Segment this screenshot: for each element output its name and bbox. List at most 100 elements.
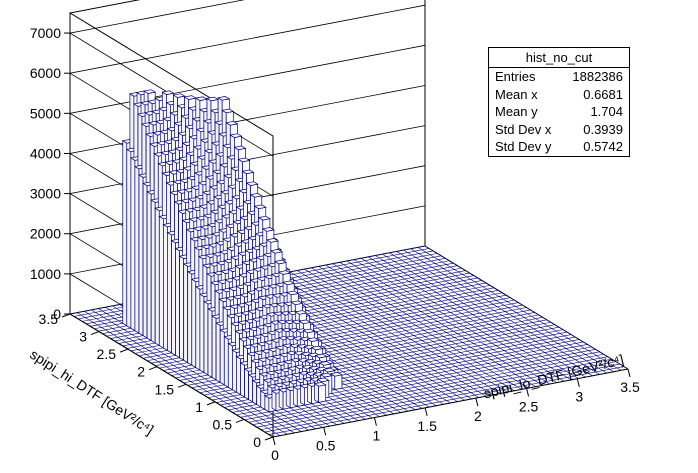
- lego-bar-side: [175, 247, 180, 359]
- lego-bar-side: [158, 215, 164, 349]
- stats-value: 1.704: [590, 104, 623, 119]
- y-tick-label: 1.5: [155, 381, 175, 397]
- lego-bar-top: [194, 96, 208, 101]
- lego-bar-top: [329, 372, 343, 377]
- lego-bar-top: [294, 310, 308, 315]
- z-tick-label: 0: [53, 306, 61, 322]
- lego-bar-side: [240, 362, 245, 398]
- lego-bar-side: [163, 223, 168, 352]
- lego-bar-side: [187, 270, 193, 366]
- lego-bar-front: [318, 384, 327, 403]
- lego-bar-side: [179, 255, 185, 361]
- y-tick-label: 3: [79, 329, 87, 345]
- floor-grid-line: [304, 268, 508, 393]
- y-axis-line: [69, 313, 274, 438]
- lego-bar-top: [229, 133, 243, 138]
- x-tick: [272, 436, 276, 446]
- floor-grid-line: [360, 257, 565, 382]
- lego-bar-side: [227, 342, 233, 391]
- x-tick-label: 0: [271, 447, 279, 463]
- lego-bar-top: [302, 328, 316, 334]
- y-tick-label: 0: [253, 434, 261, 450]
- lego-bar-top: [314, 353, 328, 359]
- x-tick: [576, 378, 580, 387]
- stats-label: Mean x: [495, 86, 538, 102]
- x-tick: [475, 398, 479, 407]
- z-tick-label: 7000: [30, 25, 61, 41]
- floor-grid-line: [318, 266, 522, 390]
- lego-bar-side: [207, 308, 213, 379]
- x-tick-label: 2.5: [519, 398, 539, 414]
- floor-grid-line: [396, 251, 600, 375]
- lego-bar-side: [236, 355, 241, 396]
- lego-bar: [329, 372, 343, 391]
- lego-bar-side: [215, 322, 221, 384]
- stats-value: 0.3939: [583, 121, 623, 137]
- lego-bar-side: [223, 336, 229, 388]
- floor-grid-line: [417, 247, 622, 371]
- lego-bar-top: [316, 377, 330, 383]
- lego-bar-top: [249, 193, 263, 198]
- lego-bar-side: [130, 157, 136, 332]
- floor-grid-line: [282, 272, 487, 397]
- stats-box: hist_no_cut Entries 1882386 Mean x 0.668…: [488, 47, 630, 157]
- lego-bar-side: [252, 379, 258, 406]
- lego-bar-top: [172, 93, 186, 98]
- lego-bar-side: [199, 293, 205, 374]
- stats-row-stddev-y: Std Dev y 0.5742: [489, 138, 629, 156]
- lego-bar-side: [195, 286, 201, 371]
- y-tick: [148, 366, 158, 371]
- stats-row-mean-y: Mean y 1.704: [489, 103, 629, 121]
- y-tick-label: 1: [195, 399, 203, 415]
- y-tick-label: 0.5: [213, 416, 233, 432]
- lego-bar-top: [282, 280, 296, 286]
- floor-grid-line: [410, 248, 614, 372]
- lego-bar-side: [256, 385, 262, 408]
- y-tick: [206, 401, 216, 406]
- x-tick-label: 1: [373, 428, 381, 444]
- lego-bar-top: [206, 96, 220, 102]
- floor-grid-line: [368, 256, 572, 381]
- lego-bar-top: [245, 181, 259, 186]
- floor-grid-line: [339, 262, 543, 386]
- lego-bar-side: [126, 148, 132, 329]
- x-tick: [323, 427, 327, 436]
- y-tick: [235, 418, 245, 423]
- lego-bar-side: [167, 231, 172, 354]
- lego-bar-top: [265, 238, 279, 243]
- lego-bar-top: [269, 249, 284, 254]
- stats-title: hist_no_cut: [489, 48, 629, 68]
- lego-bar-top: [298, 319, 312, 325]
- floor-grid-line: [289, 271, 494, 396]
- z-tick-label: 2000: [30, 226, 61, 242]
- lego-bar-side: [142, 182, 148, 339]
- y-tick: [90, 331, 100, 336]
- x-tick-label: 2: [474, 408, 482, 424]
- floor-grid-line: [389, 252, 593, 377]
- lego-bar-top: [290, 300, 304, 306]
- lego-bar-side: [271, 390, 277, 412]
- lego-bar-front: [334, 374, 343, 390]
- lego-bar-top: [143, 89, 157, 94]
- x-tick: [424, 407, 428, 416]
- lego-bar-top: [253, 204, 267, 210]
- lego-bar-side: [278, 388, 284, 410]
- lego-bar-top: [319, 372, 333, 378]
- floor-grid-line: [346, 260, 551, 385]
- lego-bar-top: [183, 95, 197, 100]
- lego-bar-side: [292, 386, 298, 408]
- x-tick: [373, 417, 377, 426]
- lego-bar-top: [286, 290, 300, 296]
- lego-bar-side: [300, 384, 305, 406]
- floor-grid-line: [268, 275, 472, 400]
- lego-bar-side: [203, 300, 209, 376]
- x-tick-label: 3: [575, 389, 583, 405]
- lego-bar-top: [233, 145, 247, 151]
- lego-bar-top: [318, 361, 332, 366]
- lego-bar-side: [122, 140, 128, 327]
- stats-label: Std Dev y: [495, 139, 552, 154]
- lego-bar-top: [237, 157, 251, 163]
- z-gridline: [68, 0, 274, 157]
- z-tick-label: 1000: [30, 266, 61, 282]
